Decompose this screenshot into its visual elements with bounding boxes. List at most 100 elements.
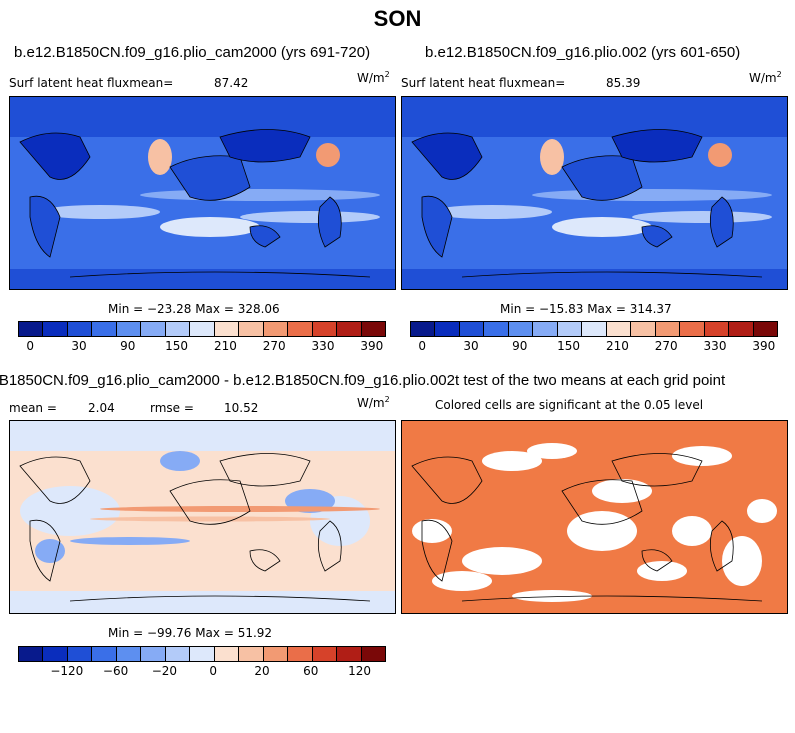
colorbar-tick-label: 20 bbox=[254, 664, 270, 678]
colorbar-swatch bbox=[288, 647, 313, 661]
colorbar-swatch bbox=[704, 322, 730, 336]
colorbar-swatch bbox=[484, 322, 509, 336]
colorbar-tick-label: 0 bbox=[26, 339, 35, 353]
colorbar-swatch bbox=[165, 647, 191, 661]
colorbar-tick-label: 60 bbox=[303, 664, 319, 678]
colorbar-swatch bbox=[67, 647, 93, 661]
panel-3-colorbar bbox=[18, 646, 386, 662]
colorbar-tick-label: 0 bbox=[418, 339, 427, 353]
panel-3-map bbox=[9, 420, 396, 614]
panel-1-minmax: Min = −23.28 Max = 328.06 bbox=[108, 302, 280, 316]
panel-4-map-plot bbox=[402, 421, 787, 613]
colorbar-swatch bbox=[263, 647, 289, 661]
colorbar-swatch bbox=[582, 322, 607, 336]
colorbar-swatch bbox=[19, 322, 44, 336]
colorbar-swatch bbox=[239, 322, 264, 336]
panel-3-rmse-value: 10.52 bbox=[224, 401, 259, 415]
colorbar-swatch bbox=[411, 322, 436, 336]
panel-3-mean-value: 2.04 bbox=[88, 401, 115, 415]
colorbar-swatch bbox=[92, 322, 117, 336]
colorbar-swatch bbox=[67, 322, 93, 336]
colorbar-swatch bbox=[214, 322, 240, 336]
colorbar-tick-label: 30 bbox=[463, 339, 479, 353]
colorbar-swatch bbox=[141, 647, 166, 661]
colorbar-tick-label: 120 bbox=[348, 664, 372, 678]
panel-2-unit: W/m2 bbox=[749, 70, 782, 85]
panel-4-subtitle: Colored cells are significant at the 0.0… bbox=[435, 398, 704, 412]
colorbar-swatch bbox=[631, 322, 656, 336]
panel-3-minmax: Min = −99.76 Max = 51.92 bbox=[108, 626, 273, 640]
panel-2-colorbar bbox=[410, 321, 778, 337]
panel-2-map bbox=[401, 96, 788, 290]
colorbar-swatch bbox=[116, 322, 142, 336]
colorbar-swatch bbox=[753, 322, 778, 336]
colorbar-tick-label: 210 bbox=[213, 339, 237, 353]
panel-2-minmax: Min = −15.83 Max = 314.37 bbox=[500, 302, 672, 316]
panel-4-title: t test of the two means at each grid poi… bbox=[455, 372, 726, 389]
colorbar-tick-label: 330 bbox=[703, 339, 727, 353]
colorbar-swatch bbox=[92, 647, 117, 661]
colorbar-swatch bbox=[312, 647, 338, 661]
colorbar-swatch bbox=[116, 647, 142, 661]
panel-1-field-label: Surf latent heat fluxmean= bbox=[9, 76, 174, 90]
panel-3-title-clip: B1850CN.f09_g16.plio_cam2000 - b.e12.B18… bbox=[0, 372, 455, 389]
colorbar-swatch bbox=[288, 322, 313, 336]
colorbar-tick-label: 90 bbox=[512, 339, 528, 353]
colorbar-swatch bbox=[508, 322, 534, 336]
colorbar-swatch bbox=[435, 322, 460, 336]
panel-1-map bbox=[9, 96, 396, 290]
colorbar-tick-label: −60 bbox=[102, 664, 129, 678]
colorbar-swatch bbox=[190, 322, 215, 336]
colorbar-swatch bbox=[533, 322, 558, 336]
colorbar-swatch bbox=[165, 322, 191, 336]
colorbar-swatch bbox=[361, 322, 386, 336]
panel-4-map bbox=[401, 420, 788, 614]
colorbar-swatch bbox=[19, 647, 44, 661]
panel-1-colorbar bbox=[18, 321, 386, 337]
panel-1-map-plot bbox=[10, 97, 395, 289]
panel-2-field-label: Surf latent heat fluxmean= bbox=[401, 76, 566, 90]
panel-1-unit: W/m2 bbox=[357, 70, 390, 85]
colorbar-swatch bbox=[312, 322, 338, 336]
panel-1-mean-value: 87.42 bbox=[214, 76, 249, 90]
colorbar-tick-label: 390 bbox=[360, 339, 384, 353]
panel-1-title: b.e12.B1850CN.f09_g16.plio_cam2000 (yrs … bbox=[14, 44, 371, 61]
colorbar-swatch bbox=[680, 322, 705, 336]
colorbar-tick-label: 390 bbox=[752, 339, 776, 353]
colorbar-swatch bbox=[190, 647, 215, 661]
colorbar-tick-label: 150 bbox=[557, 339, 581, 353]
panel-3-title: B1850CN.f09_g16.plio_cam2000 - b.e12.B18… bbox=[0, 372, 455, 389]
panel-2-map-plot bbox=[402, 97, 787, 289]
colorbar-swatch bbox=[459, 322, 485, 336]
colorbar-swatch bbox=[557, 322, 583, 336]
colorbar-tick-label: −120 bbox=[50, 664, 84, 678]
colorbar-swatch bbox=[239, 647, 264, 661]
colorbar-swatch bbox=[43, 647, 68, 661]
colorbar-tick-label: 90 bbox=[120, 339, 136, 353]
colorbar-swatch bbox=[43, 322, 68, 336]
panel-3-map-plot bbox=[10, 421, 395, 613]
colorbar-tick-label: 270 bbox=[262, 339, 286, 353]
colorbar-swatch bbox=[361, 647, 386, 661]
colorbar-swatch bbox=[337, 322, 362, 336]
panel-3-mean-label: mean = bbox=[9, 401, 57, 415]
panel-2-mean-value: 85.39 bbox=[606, 76, 641, 90]
colorbar-tick-label: 150 bbox=[165, 339, 189, 353]
colorbar-tick-label: 270 bbox=[654, 339, 678, 353]
panel-3-rmse-label: rmse = bbox=[150, 401, 194, 415]
colorbar-swatch bbox=[606, 322, 632, 336]
page-title: SON bbox=[373, 6, 422, 31]
panel-3-unit: W/m2 bbox=[357, 395, 390, 410]
colorbar-swatch bbox=[141, 322, 166, 336]
colorbar-swatch bbox=[337, 647, 362, 661]
colorbar-swatch bbox=[729, 322, 754, 336]
colorbar-swatch bbox=[655, 322, 681, 336]
colorbar-swatch bbox=[263, 322, 289, 336]
colorbar-swatch bbox=[214, 647, 240, 661]
colorbar-tick-label: 330 bbox=[311, 339, 335, 353]
panel-2-title: b.e12.B1850CN.f09_g16.plio.002 (yrs 601-… bbox=[425, 44, 741, 61]
colorbar-tick-label: 30 bbox=[71, 339, 87, 353]
colorbar-tick-label: −20 bbox=[151, 664, 178, 678]
colorbar-tick-label: 0 bbox=[209, 664, 218, 678]
colorbar-tick-label: 210 bbox=[605, 339, 629, 353]
